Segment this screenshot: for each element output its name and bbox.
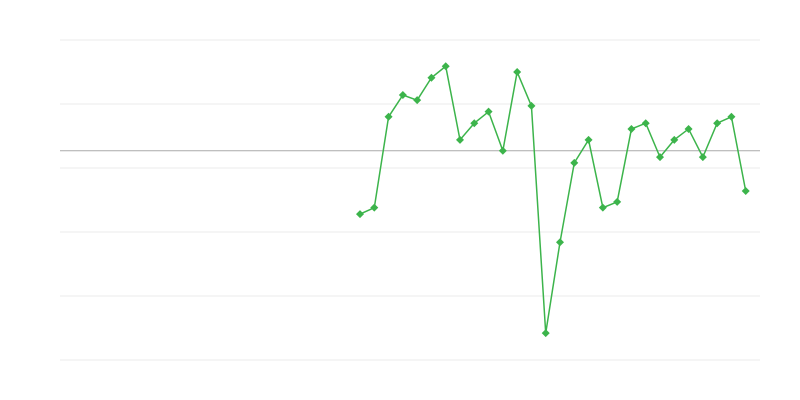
gridlines <box>60 39 760 361</box>
data-point-13 <box>541 329 550 338</box>
data-point-27 <box>741 187 750 196</box>
data-point-6 <box>441 62 450 71</box>
data-point-3 <box>398 91 407 100</box>
data-point-21 <box>656 153 664 162</box>
data-point-19 <box>627 124 636 133</box>
data-point-25 <box>713 119 722 128</box>
data-point-4 <box>413 96 422 105</box>
data-point-20 <box>641 119 650 128</box>
data-point-9 <box>484 107 493 116</box>
series-markers <box>356 62 750 338</box>
data-point-11 <box>513 68 522 76</box>
data-point-26 <box>727 112 736 121</box>
data-point-1 <box>370 203 379 212</box>
data-point-24 <box>698 153 707 162</box>
data-point-8 <box>470 119 479 128</box>
data-point-14 <box>556 238 564 247</box>
series-line <box>359 64 747 334</box>
data-point-12 <box>527 101 536 110</box>
data-point-17 <box>598 203 607 212</box>
data-point-5 <box>427 73 436 82</box>
data-point-15 <box>570 158 579 167</box>
data-point-7 <box>456 135 464 144</box>
data-point-16 <box>584 135 593 144</box>
data-point-2 <box>384 112 393 121</box>
data-point-0 <box>356 210 364 219</box>
data-point-22 <box>670 135 679 144</box>
data-point-18 <box>613 197 622 206</box>
data-point-23 <box>684 124 693 133</box>
data-point-10 <box>498 146 507 155</box>
